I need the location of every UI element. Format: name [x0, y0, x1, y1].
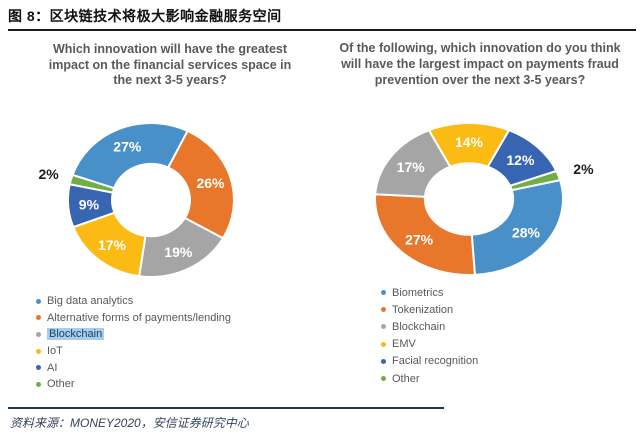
slice-label-blockchain: 17% — [397, 159, 426, 175]
legend-bullet-icon — [36, 381, 41, 387]
legend-item-iot: IoT — [36, 343, 231, 360]
legend-label: Biometrics — [392, 286, 444, 299]
legend-bullet-icon — [381, 307, 386, 313]
donut-slice-blockchain — [138, 216, 225, 278]
slice-label-ai: 9% — [79, 196, 100, 212]
left-chart-question: Which innovation will have the greatest … — [48, 42, 292, 87]
slice-label-other: 2% — [573, 161, 594, 177]
legend-bullet-icon — [381, 376, 386, 382]
legend-label: Other — [392, 372, 420, 385]
legend-label: Tokenization — [392, 303, 454, 316]
legend-bullet-icon — [381, 324, 386, 330]
slice-label-other: 2% — [38, 166, 59, 182]
legend-bullet-icon — [381, 341, 386, 347]
legend-item-ai: AI — [36, 359, 231, 376]
title-divider — [8, 29, 636, 31]
legend-bullet-icon — [381, 290, 386, 296]
legend-bullet-icon — [36, 298, 41, 304]
donut-slice-tokenization — [374, 193, 476, 276]
legend-bullet-icon — [36, 365, 41, 371]
legend-item-other: Other — [36, 376, 231, 393]
donut-slice-biometrics — [470, 178, 565, 276]
slice-label-emv: 14% — [455, 134, 484, 150]
legend-label: Blockchain — [47, 328, 105, 341]
legend-item-blockchain: Blockchain — [381, 318, 478, 335]
legend-label: AI — [47, 361, 58, 374]
legend-label: Other — [47, 378, 75, 391]
legend-item-other: Other — [381, 370, 478, 387]
legend-label: Blockchain — [392, 320, 446, 333]
slice-label-alternative-forms-of-payments-lending: 26% — [196, 175, 225, 191]
right-donut-chart: 28% 27% 17% 14% 12% 2% — [374, 122, 594, 276]
legend-item-emv: EMV — [381, 336, 478, 353]
legend-label: EMV — [392, 338, 416, 351]
legend-item-biometrics: Biometrics — [381, 284, 478, 301]
legend-label: IoT — [47, 345, 63, 358]
legend-label: Alternative forms of payments/lending — [47, 311, 232, 324]
donut-slice-big-data-analytics — [71, 122, 190, 190]
legend-bullet-icon — [36, 348, 41, 354]
donut-slice-other — [508, 169, 562, 192]
slice-label-blockchain: 19% — [164, 244, 193, 260]
donut-slice-other — [68, 173, 116, 194]
legend-item-tokenization: Tokenization — [381, 301, 478, 318]
legend-label: Big data analytics — [47, 295, 134, 308]
legend-bullet-icon — [36, 331, 41, 337]
legend-bullet-icon — [381, 358, 386, 364]
legend-label: Facial recognition — [392, 355, 479, 368]
legend-item-big-data-analytics: Big data analytics — [36, 293, 231, 310]
left-donut-chart: 27% 26% 19% 17% 9% 2% — [38, 122, 235, 278]
slice-label-tokenization: 27% — [405, 231, 434, 247]
right-chart-question: Of the following, which innovation do yo… — [339, 41, 621, 87]
legend-item-facial-recognition: Facial recognition — [381, 353, 478, 370]
left-legend: Big data analytics Alternative forms of p… — [36, 293, 231, 393]
source-note: 资料来源：MONEY2020，安信证券研究中心 — [10, 416, 249, 430]
slice-label-biometrics: 28% — [512, 225, 541, 241]
slice-label-big-data-analytics: 27% — [113, 139, 142, 155]
slice-label-facial-recognition: 12% — [506, 152, 535, 168]
donut-slice-alternative-forms-of-payments-lending — [166, 129, 235, 240]
footer-divider — [8, 407, 444, 409]
figure-title: 图 8：区块链技术将极大影响金融服务空间 — [8, 8, 282, 24]
slice-label-iot: 17% — [98, 237, 127, 253]
legend-item-blockchain: Blockchain — [36, 326, 231, 343]
right-legend: Biometrics Tokenization Blockchain EMV Facia… — [381, 284, 478, 387]
legend-bullet-icon — [36, 315, 41, 321]
legend-item-alternative-forms-of-payments-lending: Alternative forms of payments/lending — [36, 310, 231, 327]
